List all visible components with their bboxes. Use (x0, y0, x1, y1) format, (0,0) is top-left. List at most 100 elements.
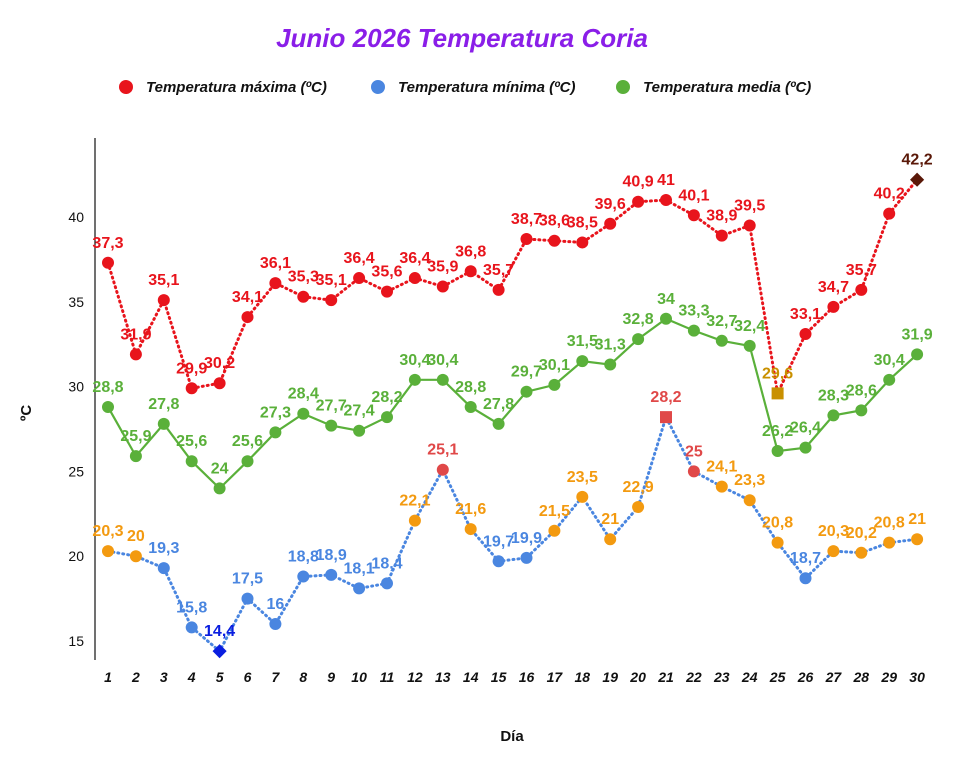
data-point (241, 455, 254, 468)
data-point (910, 172, 925, 187)
x-tick-label: 22 (685, 669, 702, 685)
data-label: 35,7 (483, 262, 514, 279)
data-label: 39,5 (734, 197, 765, 214)
x-tick-label: 12 (407, 669, 423, 685)
data-point (436, 280, 449, 293)
y-tick-label: 40 (68, 209, 84, 225)
data-point (129, 348, 142, 361)
data-point (381, 577, 393, 590)
data-point (492, 417, 505, 430)
data-point (827, 545, 840, 558)
x-tick-label: 16 (519, 669, 535, 685)
data-point (632, 501, 645, 514)
data-point (269, 618, 282, 631)
data-label: 35,1 (148, 272, 179, 289)
data-label: 25 (685, 443, 703, 460)
data-point (604, 358, 617, 371)
x-tick-label: 24 (741, 669, 758, 685)
data-label: 30,2 (204, 355, 235, 372)
series-line-max (106, 178, 919, 399)
data-label: 28,2 (650, 389, 681, 406)
data-label: 28,8 (92, 379, 123, 396)
y-tick-label: 35 (68, 294, 84, 310)
data-label: 31,9 (902, 326, 933, 343)
data-point (632, 195, 645, 208)
data-point (799, 572, 812, 585)
data-label: 33,3 (678, 303, 709, 320)
data-label: 22,1 (399, 493, 430, 510)
data-point (576, 355, 589, 368)
data-label: 40,2 (874, 186, 905, 203)
data-label: 25,6 (232, 433, 263, 450)
y-tick-label: 20 (68, 548, 84, 564)
data-label: 28,8 (455, 379, 486, 396)
data-label: 23,5 (567, 469, 598, 486)
data-point (297, 290, 310, 303)
data-point (715, 480, 728, 493)
data-point (771, 536, 784, 549)
data-label: 21,5 (539, 503, 570, 520)
legend-label-min: Temperatura mínima (ºC) (398, 79, 575, 96)
data-point (241, 592, 254, 605)
data-point (213, 482, 226, 495)
data-point (660, 312, 672, 325)
data-point (157, 294, 170, 307)
x-tick-label: 3 (160, 669, 168, 685)
x-tick-label: 9 (327, 669, 335, 685)
data-label: 38,7 (511, 211, 542, 228)
data-point (855, 404, 868, 417)
series-line-min (106, 413, 919, 654)
data-label: 31,9 (120, 326, 151, 343)
data-point (325, 294, 338, 307)
data-label: 27,7 (316, 398, 347, 415)
x-tick-label: 5 (216, 669, 224, 685)
x-tick-label: 11 (380, 669, 395, 685)
data-label: 20,3 (818, 523, 849, 540)
data-point (883, 536, 896, 549)
data-point (604, 217, 617, 230)
x-tick-label: 14 (463, 669, 479, 685)
x-tick-label: 25 (769, 669, 786, 685)
data-label: 23,3 (734, 472, 765, 489)
x-tick-label: 6 (244, 669, 252, 685)
data-point (464, 265, 477, 278)
data-point (213, 377, 226, 390)
data-label: 30,4 (399, 352, 430, 369)
data-label: 34 (657, 291, 675, 308)
data-label: 15,8 (176, 599, 207, 616)
data-point (297, 570, 310, 583)
data-label: 30,4 (874, 352, 905, 369)
data-label: 35,1 (316, 272, 347, 289)
data-point (520, 551, 533, 564)
data-label: 19,9 (511, 530, 542, 547)
data-point (520, 385, 533, 398)
data-point (436, 463, 449, 476)
data-label: 40,9 (623, 174, 654, 191)
data-point (855, 546, 868, 559)
data-label: 42,2 (902, 152, 933, 169)
data-label: 18,9 (316, 547, 347, 564)
data-label: 16 (267, 596, 285, 613)
data-label: 18,4 (371, 555, 402, 572)
legend-item-mean: Temperatura media (ºC) (616, 79, 811, 96)
data-label: 19,7 (483, 533, 514, 550)
x-tick-label: 7 (272, 669, 281, 685)
data-point (241, 311, 254, 324)
data-point (632, 333, 645, 346)
y-tick-label: 30 (68, 379, 84, 395)
data-point (660, 411, 672, 424)
y-tick-labels: 15 20 25 30 35 40 (68, 209, 84, 649)
data-point (185, 455, 198, 468)
data-point (492, 555, 505, 568)
data-point (715, 229, 728, 242)
data-point (548, 524, 561, 537)
data-label: 36,4 (344, 250, 375, 267)
x-tick-label: 15 (491, 669, 507, 685)
data-label: 31,3 (595, 337, 626, 354)
x-tick-label: 4 (187, 669, 196, 685)
legend-item-min: Temperatura mínima (ºC) (371, 79, 575, 96)
data-label: 28,4 (288, 386, 319, 403)
data-label: 28,6 (846, 382, 877, 399)
data-label: 27,8 (148, 396, 179, 413)
